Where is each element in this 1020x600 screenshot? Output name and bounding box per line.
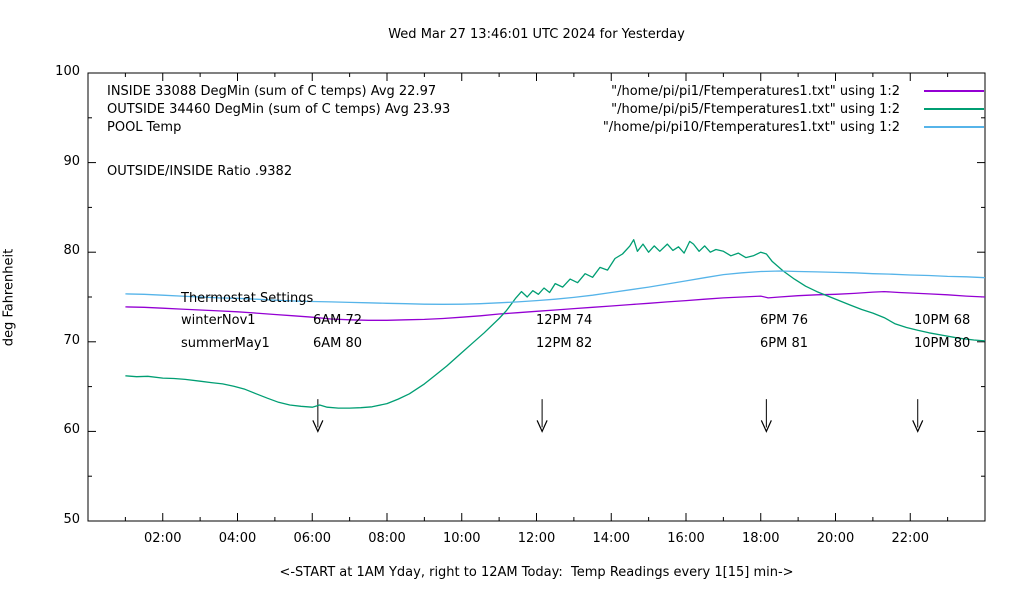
thermostat-setting: 10PM 80 (914, 336, 971, 351)
series-line-inside (125, 290, 986, 321)
thermostat-setting: 6PM 81 (760, 336, 809, 351)
thermostat-row-winter: winterNov1 6AM 72 12PM 74 6PM 76 10PM 68 (0, 312, 1020, 329)
y-tick-label: 50 (63, 512, 80, 527)
x-tick-label: 14:00 (592, 531, 630, 546)
outside-inside-ratio-label: OUTSIDE/INSIDE Ratio .9382 (107, 164, 293, 179)
y-tick-label: 90 (63, 153, 80, 169)
thermostat-setting: 6AM 80 (313, 336, 363, 351)
thermostat-season-label: winterNov1 (181, 313, 256, 328)
y-tick-label: 70 (63, 332, 80, 348)
down-arrow-icon (312, 420, 324, 433)
x-axis-label: <-START at 1AM Yday, right to 12AM Today… (279, 565, 794, 580)
series-line-pool (125, 270, 986, 305)
thermostat-row-summer: summerMay1 6AM 80 12PM 82 6PM 81 10PM 80 (0, 335, 1020, 352)
series-line-outside (125, 239, 986, 409)
thermostat-setting: 6AM 72 (313, 313, 363, 328)
x-tick-label: 12:00 (517, 531, 556, 546)
x-tick-label: 06:00 (293, 531, 331, 546)
thermostat-setting: 12PM 82 (536, 336, 593, 351)
legend-file-pool: "/home/pi/pi10/Ftemperatures1.txt" using… (602, 120, 900, 135)
y-tick-label: 100 (55, 64, 80, 79)
thermostat-setting: 10PM 68 (914, 313, 971, 328)
chart-title: Wed Mar 27 13:46:01 UTC 2024 for Yesterd… (388, 27, 685, 42)
down-arrow-icon (536, 420, 548, 433)
legend-label-inside: INSIDE 33088 DegMin (sum of C temps) Avg… (107, 84, 437, 99)
x-tick-label: 04:00 (218, 531, 257, 546)
x-tick-label: 08:00 (368, 531, 406, 546)
legend-label-outside: OUTSIDE 34460 DegMin (sum of C temps) Av… (107, 102, 451, 117)
legend-file-outside: "/home/pi/pi5/Ftemperatures1.txt" using … (611, 102, 900, 117)
legend-label-pool: POOL Temp (107, 120, 182, 135)
legend-file-inside: "/home/pi/pi1/Ftemperatures1.txt" using … (611, 84, 900, 99)
down-arrow-icon (760, 420, 772, 433)
x-tick-label: 20:00 (816, 531, 855, 546)
x-tick-label: 18:00 (742, 531, 780, 546)
x-tick-label: 22:00 (891, 531, 929, 546)
thermostat-settings-title: Thermostat Settings (181, 291, 314, 306)
x-tick-label: 10:00 (443, 531, 481, 546)
thermostat-season-label: summerMay1 (181, 336, 270, 351)
y-axis-label: deg Fahrenheit (1, 248, 17, 347)
y-tick-label: 60 (63, 422, 80, 438)
y-tick-label: 80 (63, 243, 80, 259)
x-tick-label: 02:00 (144, 531, 182, 546)
thermostat-setting: 6PM 76 (760, 313, 809, 328)
thermostat-setting: 12PM 74 (536, 313, 593, 328)
x-tick-label: 16:00 (667, 531, 705, 546)
down-arrow-icon (912, 420, 924, 433)
